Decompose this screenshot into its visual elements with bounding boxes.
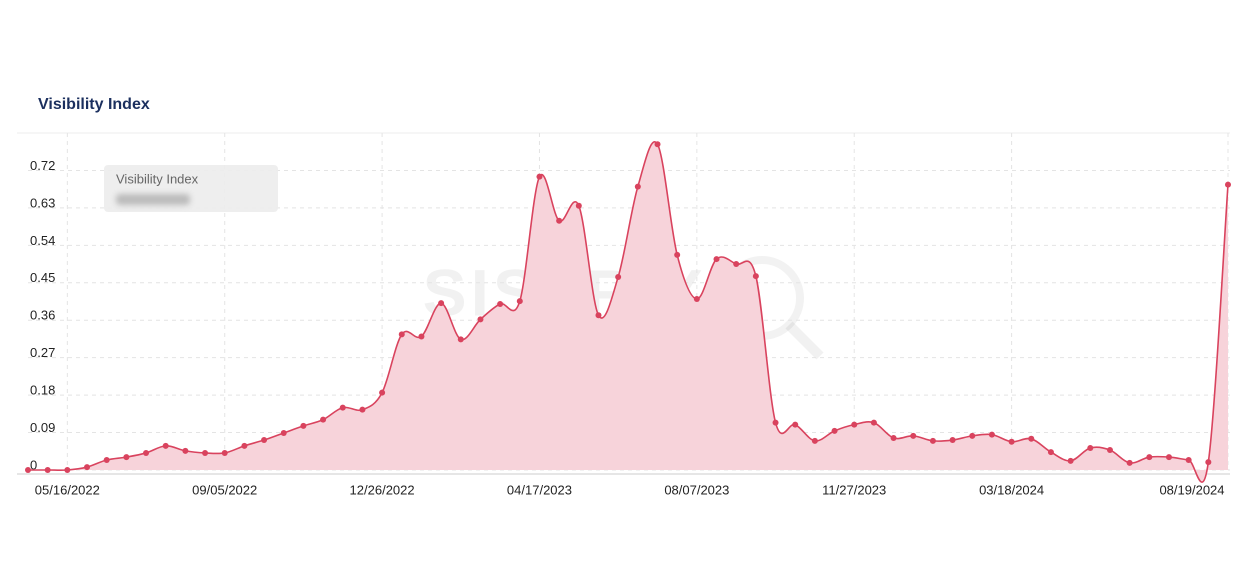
data-point — [713, 256, 720, 263]
data-point — [910, 432, 917, 439]
data-point — [1028, 435, 1035, 442]
data-point — [162, 442, 169, 449]
data-point — [988, 431, 995, 438]
chart-title: Visibility Index — [38, 96, 150, 113]
x-tick-label: 04/17/2023 — [507, 482, 572, 497]
y-tick-label: 0.54 — [30, 233, 55, 248]
data-point — [969, 432, 976, 439]
data-point — [929, 437, 936, 444]
data-point — [1185, 457, 1192, 464]
x-tick-label: 08/07/2023 — [664, 482, 729, 497]
data-point — [1008, 438, 1015, 445]
area-fill — [28, 141, 1228, 483]
data-point — [772, 419, 779, 426]
data-point — [792, 421, 799, 428]
data-point — [831, 427, 838, 434]
data-point — [575, 202, 582, 209]
data-point — [752, 273, 759, 280]
data-point — [84, 464, 91, 471]
data-point — [143, 449, 150, 456]
data-point — [674, 251, 681, 258]
data-point — [64, 467, 71, 473]
data-point — [320, 416, 327, 423]
x-tick-label: 11/27/2023 — [822, 482, 886, 497]
x-tick-label: 12/26/2022 — [350, 482, 415, 497]
data-point — [1126, 459, 1133, 466]
data-point — [1205, 459, 1212, 466]
data-point — [1067, 457, 1074, 464]
data-point — [595, 312, 602, 319]
data-point — [1165, 454, 1172, 461]
data-point — [1087, 444, 1094, 451]
data-point — [536, 173, 543, 180]
data-point — [457, 336, 464, 343]
y-tick-label: 0.36 — [30, 308, 55, 323]
data-point — [497, 300, 504, 307]
tooltip-value-blurred — [116, 194, 190, 205]
data-point — [654, 141, 661, 148]
data-point — [890, 434, 897, 441]
data-point — [25, 467, 31, 473]
y-tick-label: 0.63 — [30, 195, 55, 210]
data-point — [44, 467, 51, 473]
data-point — [477, 316, 484, 323]
data-point — [379, 389, 386, 396]
data-point — [870, 419, 877, 426]
data-point — [182, 447, 189, 454]
data-point — [339, 404, 346, 411]
y-tick-label: 0.18 — [30, 383, 55, 398]
data-point — [949, 437, 956, 444]
data-point — [811, 437, 818, 444]
data-point — [103, 457, 110, 464]
data-point — [1146, 454, 1153, 461]
data-point — [123, 454, 130, 461]
x-tick-label: 03/18/2024 — [979, 482, 1044, 497]
data-point — [516, 298, 523, 305]
data-point — [851, 421, 858, 428]
data-point — [733, 261, 740, 268]
data-point — [438, 300, 445, 307]
data-point — [221, 449, 228, 456]
x-tick-label: 05/16/2022 — [35, 482, 100, 497]
y-tick-label: 0.72 — [30, 158, 55, 173]
y-tick-label: 0 — [30, 457, 37, 472]
data-point — [300, 422, 307, 429]
data-point — [1225, 181, 1231, 188]
data-point — [280, 429, 287, 436]
data-point — [634, 183, 641, 190]
data-point — [261, 437, 268, 444]
data-point — [1047, 449, 1054, 456]
y-tick-label: 0.09 — [30, 420, 55, 435]
data-point — [615, 273, 622, 280]
data-point — [359, 406, 366, 413]
x-tick-label: 08/19/2024 — [1159, 482, 1224, 497]
data-point — [693, 296, 700, 303]
data-point — [398, 331, 405, 338]
data-point — [556, 217, 563, 224]
y-tick-label: 0.45 — [30, 270, 55, 285]
x-tick-label: 09/05/2022 — [192, 482, 257, 497]
data-point — [241, 442, 248, 449]
data-point — [418, 333, 425, 340]
data-point — [202, 449, 209, 456]
data-point — [1106, 447, 1113, 454]
tooltip-label: Visibility Index — [116, 171, 199, 186]
y-tick-label: 0.27 — [30, 345, 55, 360]
watermark-icon — [785, 321, 824, 360]
